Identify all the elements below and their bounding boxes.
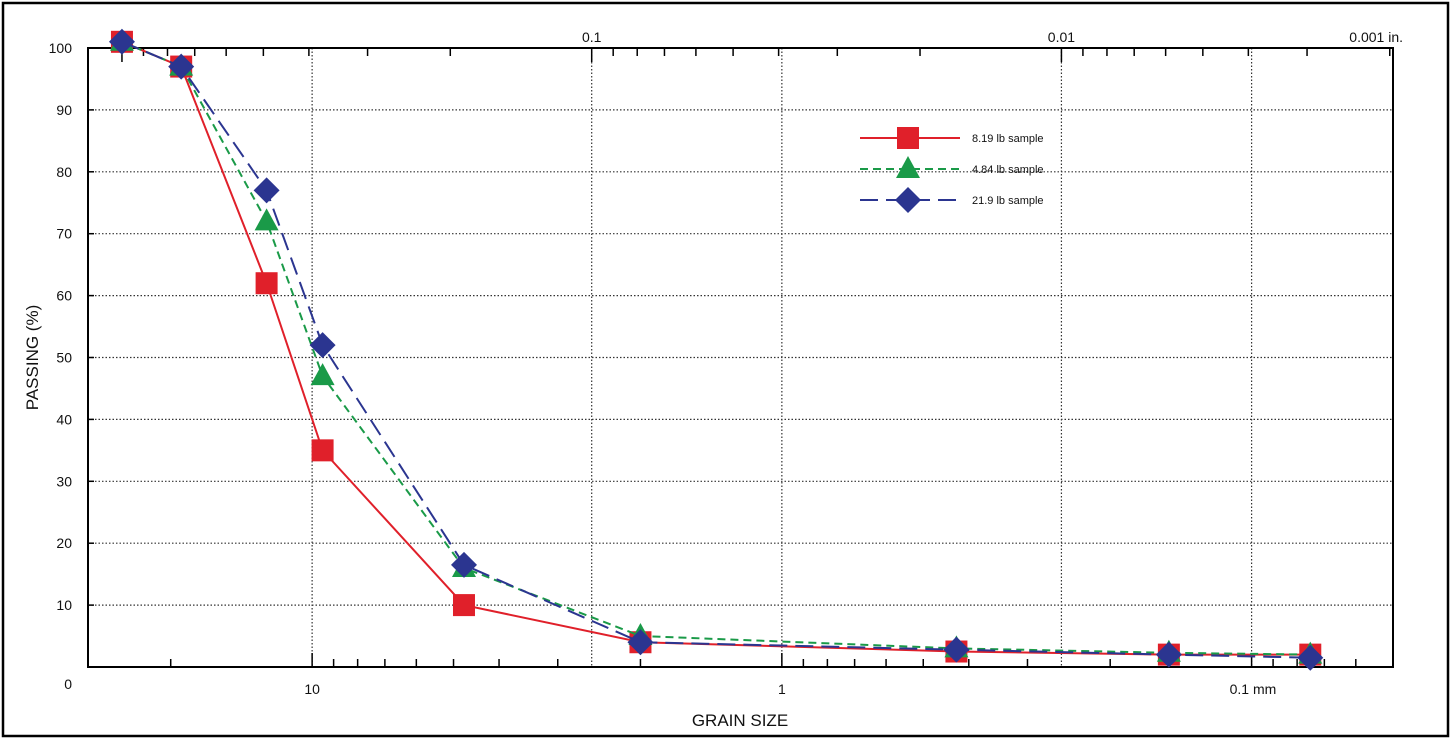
x-top-tick-label: 0.001 in. [1349, 29, 1403, 45]
legend-marker-triangle [896, 156, 920, 178]
y-tick-label: 90 [56, 102, 72, 118]
legend-marker-diamond [895, 187, 921, 213]
y-tick-label: 60 [56, 288, 72, 304]
y-tick-label: 20 [56, 535, 72, 551]
x-bottom-tick-label: 0.1 mm [1230, 681, 1277, 697]
data-point-triangle [310, 363, 335, 386]
y-tick-label: 50 [56, 350, 72, 366]
y-tick-label: 30 [56, 473, 72, 489]
x-top-tick-label: 0.01 [1048, 29, 1075, 45]
x-axis-title: GRAIN SIZE [692, 711, 788, 730]
x-top-tick-label: 0.1 [582, 29, 602, 45]
data-point-diamond [450, 551, 477, 578]
data-point-diamond [309, 332, 336, 359]
data-point-square [255, 272, 278, 295]
legend-marker-square [897, 127, 919, 149]
y-tick-label: 0 [64, 676, 72, 692]
legend: 8.19 lb sample 4.84 lb sample 21.9 lb samp… [860, 127, 1044, 213]
legend-label: 8.19 lb sample [972, 133, 1044, 145]
y-tick-label: 40 [56, 411, 72, 427]
data-point-diamond [253, 177, 280, 204]
y-axis-title: PASSING (%) [23, 305, 42, 410]
data-point-diamond [108, 28, 135, 55]
data-point-square [452, 594, 475, 617]
legend-entry: 4.84 lb sample [860, 156, 1044, 178]
y-tick-label: 100 [49, 40, 73, 56]
data-point-diamond [943, 636, 970, 663]
data-series [108, 28, 1324, 671]
legend-label: 4.84 lb sample [972, 164, 1044, 176]
data-point-diamond [627, 629, 654, 656]
data-point-square [311, 439, 334, 462]
series-3 [108, 28, 1324, 671]
y-tick-label: 80 [56, 164, 72, 180]
legend-entry: 8.19 lb sample [860, 127, 1044, 149]
y-tick-label: 70 [56, 226, 72, 242]
data-point-diamond [168, 53, 195, 80]
legend-entry: 21.9 lb sample [860, 187, 1044, 213]
data-point-diamond [1297, 644, 1324, 671]
y-tick-label: 10 [56, 597, 72, 613]
x-bottom-tick-label: 1 [778, 681, 786, 697]
data-point-diamond [1155, 641, 1182, 668]
legend-label: 21.9 lb sample [972, 195, 1044, 207]
data-point-triangle [254, 208, 279, 231]
x-bottom-tick-label: 10 [304, 681, 320, 697]
